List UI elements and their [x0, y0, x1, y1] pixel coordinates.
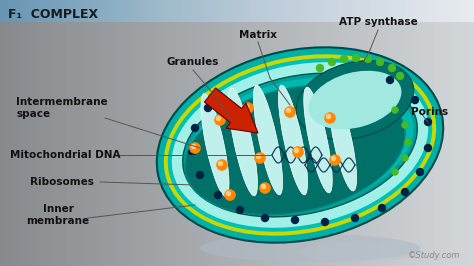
Circle shape [331, 156, 336, 160]
Ellipse shape [201, 94, 229, 196]
Circle shape [225, 189, 236, 201]
Circle shape [259, 182, 271, 193]
Text: Porins: Porins [411, 107, 448, 117]
Circle shape [191, 124, 199, 131]
Circle shape [262, 214, 268, 222]
Circle shape [189, 148, 195, 156]
Ellipse shape [254, 85, 283, 195]
Circle shape [255, 152, 265, 164]
Ellipse shape [172, 62, 428, 228]
Ellipse shape [164, 54, 436, 236]
Circle shape [327, 114, 330, 118]
Ellipse shape [329, 93, 356, 191]
Circle shape [425, 144, 431, 152]
Circle shape [219, 161, 222, 165]
Circle shape [321, 218, 328, 226]
Circle shape [392, 168, 399, 176]
Circle shape [401, 155, 409, 161]
Ellipse shape [157, 47, 443, 243]
Ellipse shape [186, 86, 404, 214]
Circle shape [286, 109, 291, 113]
Circle shape [197, 172, 203, 178]
Circle shape [243, 102, 254, 114]
Circle shape [217, 160, 228, 171]
Text: ATP synthase: ATP synthase [338, 17, 418, 27]
Circle shape [401, 122, 409, 128]
Circle shape [401, 189, 409, 196]
Circle shape [245, 105, 248, 109]
Circle shape [404, 139, 411, 146]
Text: Mitochondrial DNA: Mitochondrial DNA [10, 150, 120, 160]
Circle shape [284, 106, 295, 118]
Text: Ribosomes: Ribosomes [30, 177, 94, 187]
Circle shape [294, 148, 299, 152]
Ellipse shape [168, 58, 432, 232]
Circle shape [292, 147, 303, 157]
Ellipse shape [300, 242, 420, 262]
Circle shape [256, 155, 261, 159]
Circle shape [379, 205, 385, 211]
FancyArrow shape [204, 88, 258, 133]
Circle shape [392, 106, 399, 114]
Circle shape [417, 168, 423, 176]
Ellipse shape [296, 61, 414, 139]
Text: F₁  COMPLEX: F₁ COMPLEX [8, 7, 98, 20]
Circle shape [364, 55, 372, 63]
Circle shape [411, 97, 419, 103]
Ellipse shape [184, 85, 406, 215]
Circle shape [204, 105, 211, 111]
Text: Matrix: Matrix [239, 30, 277, 40]
Ellipse shape [228, 88, 257, 196]
Circle shape [352, 54, 360, 62]
Circle shape [325, 113, 336, 123]
Circle shape [340, 55, 348, 63]
Text: ©Study.com: ©Study.com [408, 251, 460, 260]
Circle shape [386, 77, 393, 84]
Circle shape [316, 64, 324, 72]
Ellipse shape [304, 87, 332, 193]
Circle shape [215, 192, 221, 198]
Circle shape [191, 144, 195, 148]
Circle shape [376, 58, 384, 66]
Circle shape [262, 185, 265, 189]
Text: Intermembrane
space: Intermembrane space [16, 97, 108, 119]
Circle shape [328, 58, 336, 66]
Ellipse shape [182, 73, 417, 217]
Circle shape [190, 143, 201, 153]
Circle shape [388, 64, 396, 72]
Ellipse shape [309, 71, 401, 129]
Ellipse shape [187, 77, 413, 213]
Circle shape [329, 155, 340, 165]
Circle shape [237, 206, 244, 214]
Text: Inner
membrane: Inner membrane [27, 204, 90, 226]
Circle shape [396, 72, 404, 80]
Circle shape [292, 217, 299, 223]
Ellipse shape [200, 234, 420, 262]
Ellipse shape [278, 85, 308, 195]
Circle shape [352, 214, 358, 222]
Circle shape [215, 114, 226, 126]
Circle shape [217, 117, 220, 120]
Text: Granules: Granules [167, 57, 219, 67]
Circle shape [425, 118, 431, 126]
Circle shape [227, 192, 230, 196]
